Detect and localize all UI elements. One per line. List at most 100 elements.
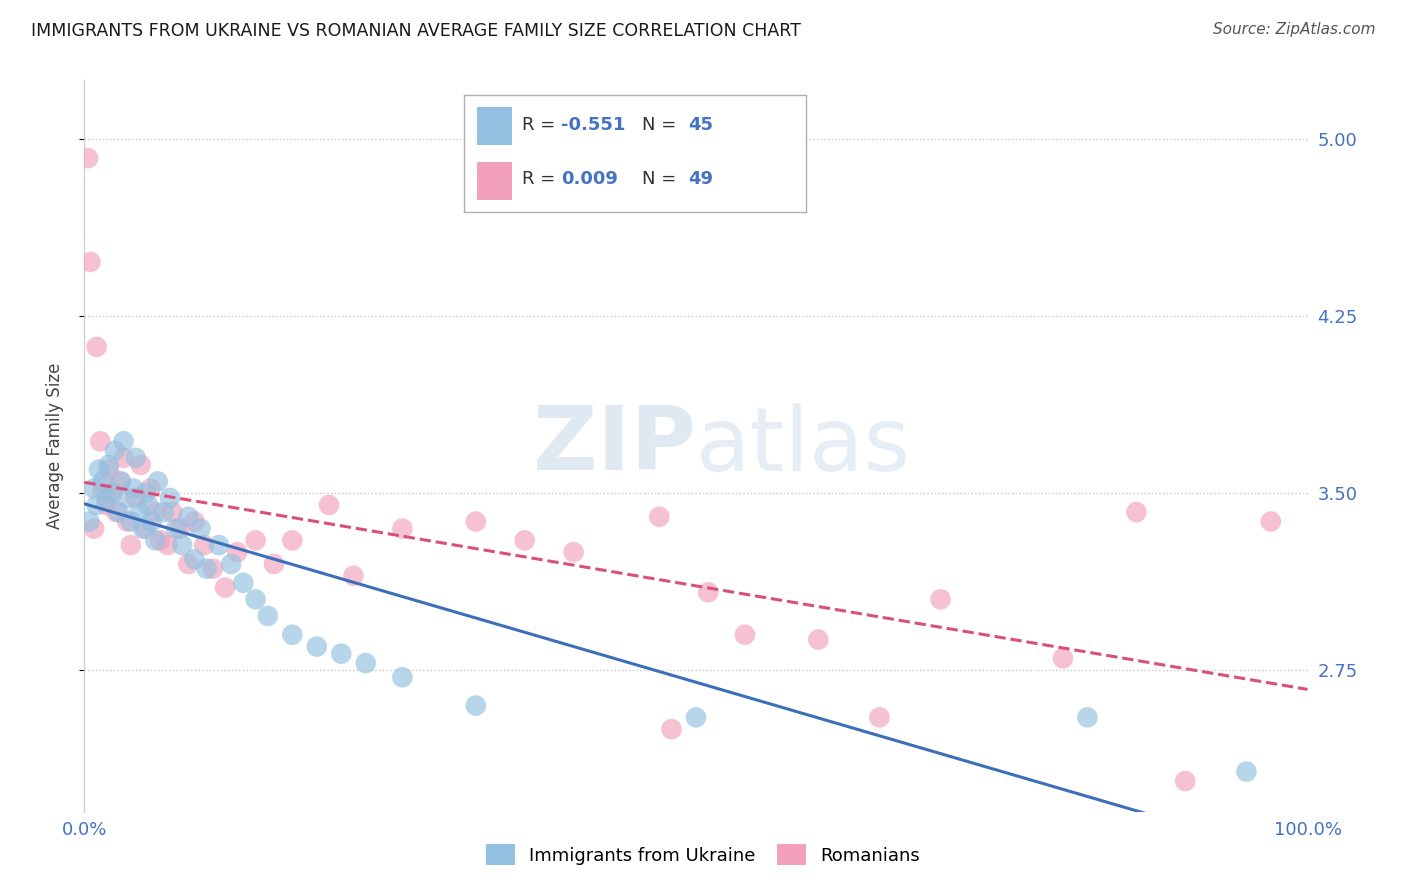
Point	[100, 486, 122, 500]
Point	[141, 515, 163, 529]
Point	[232, 575, 254, 590]
Point	[281, 533, 304, 548]
Point	[648, 509, 671, 524]
Point	[172, 538, 194, 552]
Point	[143, 505, 166, 519]
Point	[91, 482, 114, 496]
Point	[87, 462, 110, 476]
Point	[562, 545, 585, 559]
Point	[128, 505, 150, 519]
Point	[318, 498, 340, 512]
Point	[661, 722, 683, 736]
Point	[162, 505, 184, 519]
Point	[112, 450, 135, 465]
Point	[219, 557, 242, 571]
Point	[104, 443, 127, 458]
Point	[101, 486, 124, 500]
Point	[83, 482, 105, 496]
Point	[177, 509, 200, 524]
Point	[257, 608, 280, 623]
Point	[193, 538, 215, 552]
Point	[734, 628, 756, 642]
Point	[330, 647, 353, 661]
Point	[263, 557, 285, 571]
Text: Source: ZipAtlas.com: Source: ZipAtlas.com	[1212, 22, 1375, 37]
Point	[929, 592, 952, 607]
Point	[108, 475, 131, 489]
Point	[135, 486, 157, 500]
Point	[135, 522, 157, 536]
Point	[183, 515, 205, 529]
Point	[153, 505, 176, 519]
Point	[122, 482, 145, 496]
Text: atlas: atlas	[696, 402, 911, 490]
Point	[146, 475, 169, 489]
Text: ZIP: ZIP	[533, 402, 696, 490]
Point	[83, 522, 105, 536]
Point	[807, 632, 830, 647]
Point	[91, 475, 114, 489]
Point	[136, 498, 159, 512]
Point	[125, 491, 148, 505]
Point	[77, 151, 100, 165]
Point	[77, 515, 100, 529]
Point	[105, 505, 128, 519]
Point	[115, 491, 138, 505]
Point	[342, 568, 364, 582]
Point	[1052, 651, 1074, 665]
Point	[107, 505, 129, 519]
Point	[125, 450, 148, 465]
Point	[201, 562, 224, 576]
Point	[156, 538, 179, 552]
Point	[149, 533, 172, 548]
Point	[86, 340, 108, 354]
Point	[245, 592, 267, 607]
Point	[195, 562, 218, 576]
Point	[86, 498, 108, 512]
Point	[226, 545, 249, 559]
Point	[1174, 774, 1197, 789]
Point	[79, 255, 101, 269]
Point	[513, 533, 536, 548]
Point	[697, 585, 720, 599]
Point	[112, 434, 135, 449]
Point	[115, 515, 138, 529]
Point	[97, 462, 120, 476]
Point	[391, 670, 413, 684]
Y-axis label: Average Family Size: Average Family Size	[45, 363, 63, 529]
Point	[208, 538, 231, 552]
Point	[1236, 764, 1258, 779]
Point	[190, 522, 212, 536]
Point	[183, 552, 205, 566]
Legend: Immigrants from Ukraine, Romanians: Immigrants from Ukraine, Romanians	[477, 835, 929, 874]
Point	[869, 710, 891, 724]
Point	[1260, 515, 1282, 529]
Point	[139, 482, 162, 496]
Point	[305, 640, 328, 654]
Point	[1125, 505, 1147, 519]
Point	[110, 475, 132, 489]
Point	[281, 628, 304, 642]
Point	[96, 491, 118, 505]
Text: IMMIGRANTS FROM UKRAINE VS ROMANIAN AVERAGE FAMILY SIZE CORRELATION CHART: IMMIGRANTS FROM UKRAINE VS ROMANIAN AVER…	[31, 22, 801, 40]
Point	[165, 522, 187, 536]
Point	[245, 533, 267, 548]
Point	[685, 710, 707, 724]
Point	[89, 434, 111, 449]
Point	[391, 522, 413, 536]
Point	[159, 491, 181, 505]
Point	[464, 698, 486, 713]
Point	[143, 533, 166, 548]
Point	[1076, 710, 1098, 724]
Point	[97, 458, 120, 472]
Point	[464, 515, 486, 529]
Point	[129, 458, 152, 472]
Point	[132, 522, 155, 536]
Point	[214, 581, 236, 595]
Point	[96, 498, 118, 512]
Point	[354, 656, 377, 670]
Point	[120, 515, 142, 529]
Point	[177, 557, 200, 571]
Point	[120, 538, 142, 552]
Point	[169, 522, 191, 536]
